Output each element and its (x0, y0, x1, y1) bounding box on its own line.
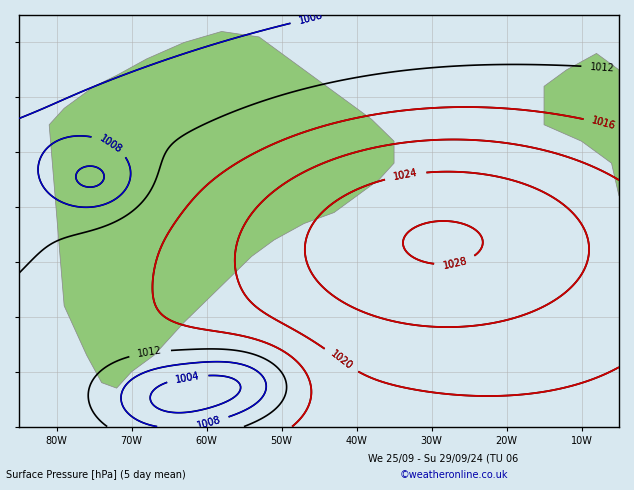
Polygon shape (49, 31, 394, 388)
Text: 1024: 1024 (392, 168, 418, 182)
Text: 1008: 1008 (298, 10, 324, 26)
Text: 1012: 1012 (137, 345, 163, 360)
Text: 1012: 1012 (590, 62, 615, 73)
Text: 1020: 1020 (328, 349, 354, 372)
Text: 1008: 1008 (195, 415, 222, 431)
Text: 1028: 1028 (442, 256, 469, 270)
Text: 1008: 1008 (98, 133, 124, 155)
Text: 1020: 1020 (328, 349, 354, 372)
Text: ©weatheronline.co.uk: ©weatheronline.co.uk (399, 470, 508, 480)
Polygon shape (544, 53, 619, 196)
Text: 1008: 1008 (298, 10, 324, 26)
Text: 1008: 1008 (98, 133, 124, 155)
Text: 1016: 1016 (591, 116, 617, 132)
Text: 1028: 1028 (442, 256, 469, 270)
Text: 1004: 1004 (174, 370, 200, 385)
Text: 1008: 1008 (195, 415, 222, 431)
Text: Surface Pressure [hPa] (5 day mean): Surface Pressure [hPa] (5 day mean) (6, 470, 186, 480)
Text: We 25/09 - Su 29/09/24 (TU 06: We 25/09 - Su 29/09/24 (TU 06 (368, 453, 518, 463)
Text: 1016: 1016 (591, 116, 617, 132)
Text: 1024: 1024 (392, 168, 418, 182)
Text: 1004: 1004 (174, 370, 200, 385)
